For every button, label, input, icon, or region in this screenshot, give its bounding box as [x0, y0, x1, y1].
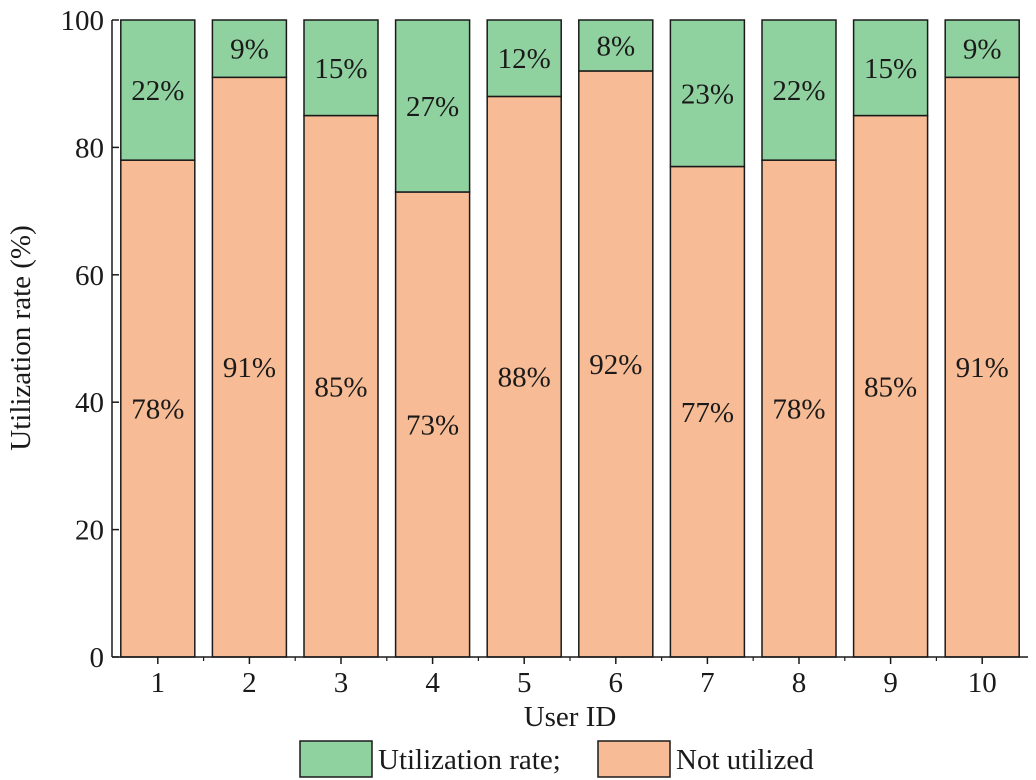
bar-not-utilized-user-10 [944, 76, 1020, 658]
bar-not-utilized-user-1 [120, 159, 196, 658]
x-tick-label-9: 9 [883, 667, 898, 699]
bar-not-utilized-user-7 [669, 165, 746, 658]
data-label-utilization-user-4: 27% [406, 91, 459, 123]
legend-swatch-utilization [299, 740, 373, 778]
data-label-not-utilized-user-10: 91% [956, 352, 1009, 384]
data-label-utilization-user-2: 9% [230, 34, 269, 66]
bar-utilization-user-5 [486, 19, 562, 98]
data-label-not-utilized-user-5: 88% [498, 362, 551, 394]
data-label-not-utilized-user-8: 78% [772, 394, 825, 426]
x-tick-label-8: 8 [792, 667, 807, 699]
legend: Utilization rate; Not utilized [299, 740, 814, 778]
bar-utilization-user-1 [120, 19, 196, 161]
bar-not-utilized-user-8 [761, 159, 837, 658]
data-label-not-utilized-user-3: 85% [314, 371, 367, 403]
x-tick-label-5: 5 [517, 667, 532, 699]
data-labels-layer: 78% 22% 91% 9% 85% 15% 73% 27% 88% 12% 92% 8% 77% 23%… [131, 30, 1009, 441]
y-tick-label-80: 80 [75, 132, 104, 164]
data-label-utilization-user-3: 15% [314, 53, 367, 85]
bar-utilization-user-8 [761, 19, 837, 161]
data-label-not-utilized-user-7: 77% [681, 397, 734, 429]
x-tick-label-1: 1 [151, 667, 166, 699]
data-label-utilization-user-9: 15% [864, 53, 917, 85]
bar-utilization-user-7 [669, 19, 746, 168]
y-tick-label-20: 20 [75, 515, 104, 547]
y-tick-label-0: 0 [90, 642, 105, 674]
bar-utilization-user-3 [303, 19, 379, 117]
data-label-not-utilized-user-4: 73% [406, 409, 459, 441]
bar-not-utilized-user-6 [578, 70, 654, 658]
y-tick-label-100: 100 [61, 5, 105, 37]
data-label-utilization-user-5: 12% [498, 43, 551, 75]
x-tick-label-6: 6 [609, 667, 624, 699]
data-label-utilization-user-7: 23% [681, 78, 734, 110]
data-label-utilization-user-1: 22% [131, 75, 184, 107]
y-ticks-layer: 0 20 40 60 80 100 [61, 5, 119, 674]
legend-label-utilization: Utilization rate; [378, 744, 561, 776]
y-axis-title: Utilization rate (%) [5, 225, 37, 450]
data-label-not-utilized-user-6: 92% [589, 349, 642, 381]
bar-utilization-user-4 [394, 19, 471, 193]
x-tick-label-3: 3 [334, 667, 349, 699]
y-tick-label-40: 40 [75, 387, 104, 419]
x-tick-label-10: 10 [968, 667, 997, 699]
data-label-utilization-user-8: 22% [772, 75, 825, 107]
legend-swatch-not-utilized [597, 740, 671, 778]
bar-not-utilized-user-3 [303, 114, 379, 658]
x-axis-title: User ID [524, 701, 617, 733]
x-tick-label-2: 2 [242, 667, 257, 699]
data-label-not-utilized-user-2: 91% [223, 352, 276, 384]
x-tick-label-4: 4 [425, 667, 440, 699]
bar-utilization-user-6 [578, 19, 654, 72]
bar-utilization-user-9 [852, 19, 929, 117]
bar-utilization-user-10 [944, 19, 1020, 79]
x-tick-label-7: 7 [700, 667, 715, 699]
y-tick-label-60: 60 [75, 260, 104, 292]
data-label-not-utilized-user-9: 85% [864, 371, 917, 403]
data-label-utilization-user-6: 8% [596, 30, 635, 62]
bar-utilization-user-2 [211, 19, 288, 79]
legend-label-not-utilized: Not utilized [676, 744, 814, 776]
bar-not-utilized-user-9 [852, 114, 929, 658]
data-label-not-utilized-user-1: 78% [131, 394, 184, 426]
data-label-utilization-user-10: 9% [963, 34, 1002, 66]
x-ticks-layer: 1 2 3 4 5 6 7 8 9 10 [151, 657, 997, 699]
bars-layer [120, 19, 1020, 658]
